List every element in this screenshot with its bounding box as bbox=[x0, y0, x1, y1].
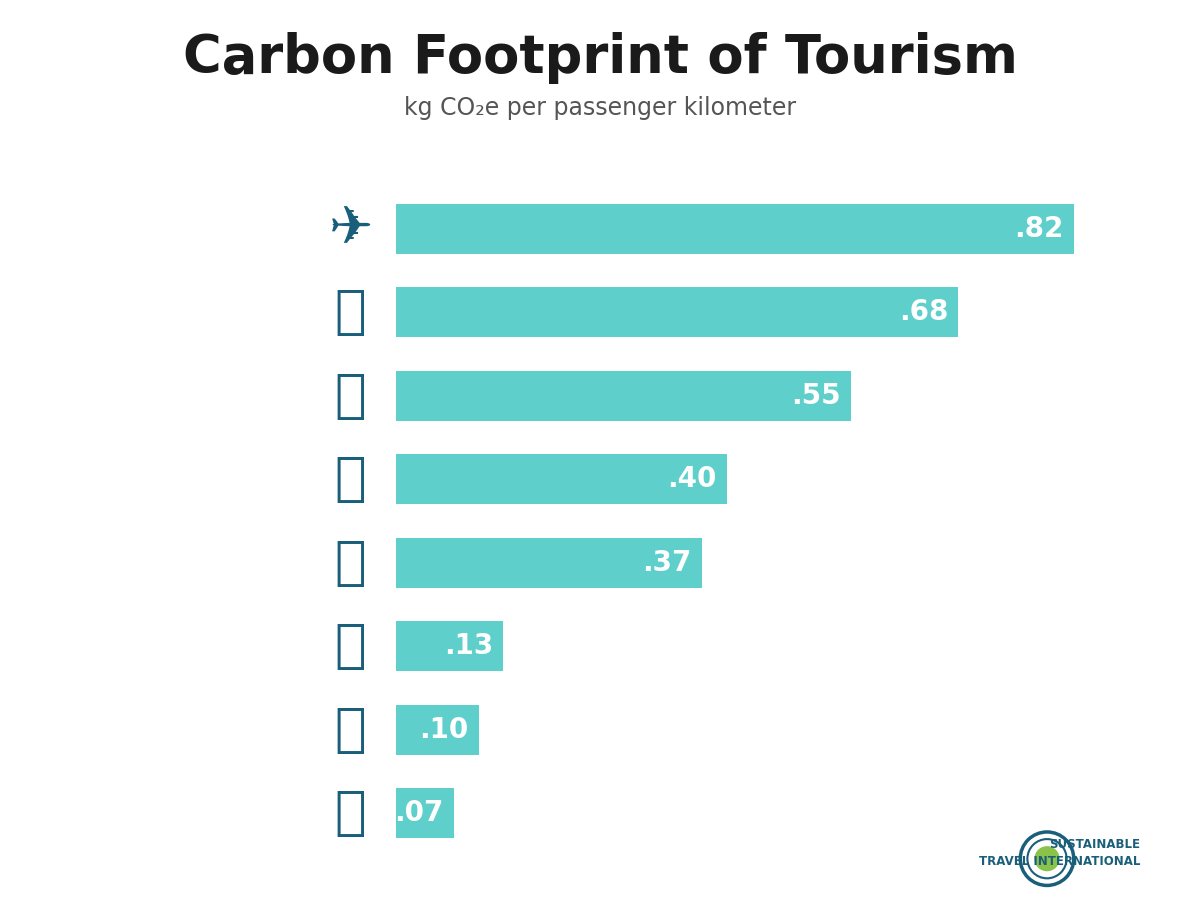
Text: 🚗: 🚗 bbox=[335, 286, 366, 338]
Text: Carbon Footprint of Tourism: Carbon Footprint of Tourism bbox=[182, 32, 1018, 84]
Text: .13: .13 bbox=[444, 632, 493, 660]
Text: .40: .40 bbox=[667, 465, 716, 494]
Circle shape bbox=[1036, 846, 1058, 870]
Text: 🛳: 🛳 bbox=[335, 787, 366, 839]
Bar bbox=[396, 454, 727, 505]
Bar bbox=[396, 788, 454, 838]
Text: SUSTAINABLE
TRAVEL INTERNATIONAL: SUSTAINABLE TRAVEL INTERNATIONAL bbox=[979, 838, 1140, 868]
Bar bbox=[396, 287, 958, 337]
Text: 🚙: 🚙 bbox=[335, 370, 366, 421]
Text: .55: .55 bbox=[791, 382, 841, 409]
Text: 🚌: 🚌 bbox=[335, 537, 366, 589]
Text: ✈: ✈ bbox=[329, 203, 373, 255]
Bar bbox=[396, 622, 504, 671]
Bar bbox=[396, 705, 479, 755]
Bar bbox=[396, 371, 851, 420]
Text: 🏍: 🏍 bbox=[335, 453, 366, 505]
Text: .07: .07 bbox=[395, 799, 444, 827]
Text: 🚆: 🚆 bbox=[335, 621, 366, 672]
Text: 🚊: 🚊 bbox=[335, 704, 366, 756]
Text: kg CO₂e per passenger kilometer: kg CO₂e per passenger kilometer bbox=[404, 96, 796, 120]
Text: .10: .10 bbox=[420, 716, 469, 744]
Text: .37: .37 bbox=[642, 548, 692, 577]
Bar bbox=[396, 204, 1074, 254]
Bar bbox=[396, 537, 702, 588]
Text: .68: .68 bbox=[899, 298, 948, 326]
Text: .82: .82 bbox=[1014, 215, 1064, 243]
